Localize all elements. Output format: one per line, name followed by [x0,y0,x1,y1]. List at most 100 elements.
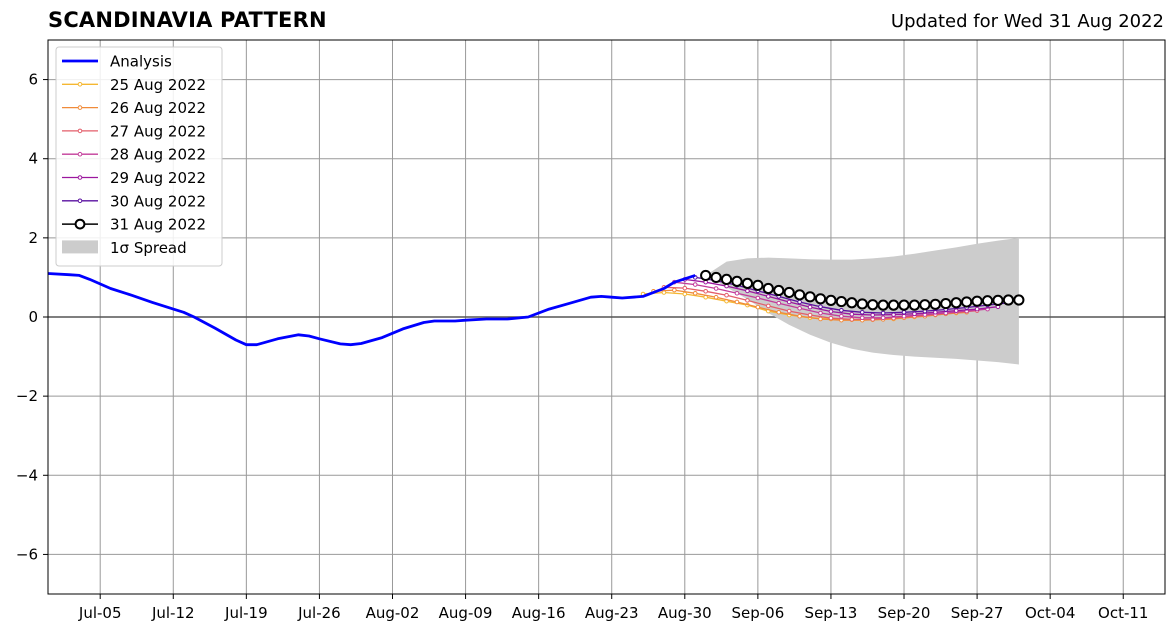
series-point [856,298,868,310]
x-tick-label: Aug-16 [512,604,566,622]
series-layer [47,269,1025,347]
series-31-aug-2022 [700,269,1025,311]
series-point [971,295,983,307]
series-point [818,316,823,322]
series-point [766,294,771,299]
series-point [825,294,837,306]
series-point [807,304,813,310]
series-point [682,285,688,291]
series-point [755,295,761,301]
x-tick-label: Aug-23 [585,604,639,622]
series-point [703,288,708,294]
series-point [992,294,1004,306]
updated-label: Updated for Wed 31 Aug 2022 [890,11,1164,32]
x-tick-label: Jul-12 [151,604,195,622]
x-tick-label: Sep-20 [878,604,931,622]
legend-entry: Analysis [62,53,172,71]
series-point [731,275,743,287]
series-point [783,286,795,299]
series-point [898,299,910,311]
legend-marker [77,175,83,180]
series-point [950,297,962,309]
series-point [692,290,698,296]
series-point [797,305,802,311]
series-point [745,298,750,303]
series-point [846,297,858,309]
series-point [877,299,889,311]
legend-label: 26 Aug 2022 [110,99,206,117]
legend-marker [77,151,83,157]
series-point [849,311,855,317]
series-point [974,306,980,312]
series-point [786,299,792,305]
series-point [710,271,722,284]
series-point [908,299,921,311]
x-tick-label: Sep-06 [731,604,784,622]
series-point [901,313,907,319]
y-tick-label: 2 [28,229,38,247]
series-point [776,309,782,315]
series-point [734,290,740,296]
series-point [870,312,876,318]
legend-label: 28 Aug 2022 [110,146,206,164]
series-point [859,315,865,321]
chart-title: SCANDINAVIA PATTERN [48,8,327,32]
legend-entry: 25 Aug 2022 [62,76,206,94]
series-point [859,309,865,315]
series-point [766,303,771,309]
legend-box [55,46,223,267]
series-point [839,313,844,319]
legend-entry: 26 Aug 2022 [62,99,206,117]
axes-layer: Jul-05 Jul-12 Jul-19 Jul-26 Aug-02 Aug-09 Aug-… [16,39,1166,622]
legend-label: 30 Aug 2022 [110,192,206,210]
series-point [794,289,806,301]
series-point [700,269,712,282]
series-point [713,286,719,291]
y-tick-label: 4 [28,150,38,168]
legend-entry: 1σ Spread [62,239,187,257]
series-point [682,291,688,297]
y-tick-label: −2 [16,387,38,405]
legend-label: Analysis [110,53,172,71]
series-point [745,288,750,294]
series-point [734,299,740,305]
series-point [818,310,823,316]
x-tick-label: Aug-02 [366,604,420,622]
series-point [940,297,952,310]
legend-entry: 31 Aug 2022 [62,216,206,234]
series-point [776,300,782,306]
series-point [672,287,677,293]
legend-swatch [62,240,98,254]
series-point [880,310,886,316]
legend-entry: 29 Aug 2022 [62,169,206,187]
x-tick-label: Jul-05 [78,604,122,622]
legend: Analysis 25 Aug 2022 26 Aug 2022 27 Aug 202… [55,46,223,267]
series-point [713,294,719,300]
series-point [828,315,834,321]
series-point [807,312,813,318]
y-tick-label: 6 [28,71,38,89]
series-point [755,304,761,310]
series-point [773,284,785,297]
series-point [720,273,733,286]
x-tick-label: Oct-11 [1098,604,1148,622]
grid-layer [48,40,1165,594]
series-point [953,308,959,313]
series-point [929,298,941,310]
series-point [835,295,847,308]
series-point [804,291,816,303]
series-point [981,295,994,307]
legend-label: 27 Aug 2022 [110,122,206,140]
legend-label: 1σ Spread [110,239,187,257]
series-point [752,279,764,291]
legend-label: 25 Aug 2022 [110,76,206,94]
x-tick-label: Sep-27 [951,604,1004,622]
series-point [912,311,917,317]
legend-marker [77,128,83,134]
series-point [1013,294,1025,306]
series-point [828,309,834,314]
legend-entry: 28 Aug 2022 [62,146,206,164]
legend-marker [74,218,86,230]
y-tick-label: −4 [16,466,38,484]
